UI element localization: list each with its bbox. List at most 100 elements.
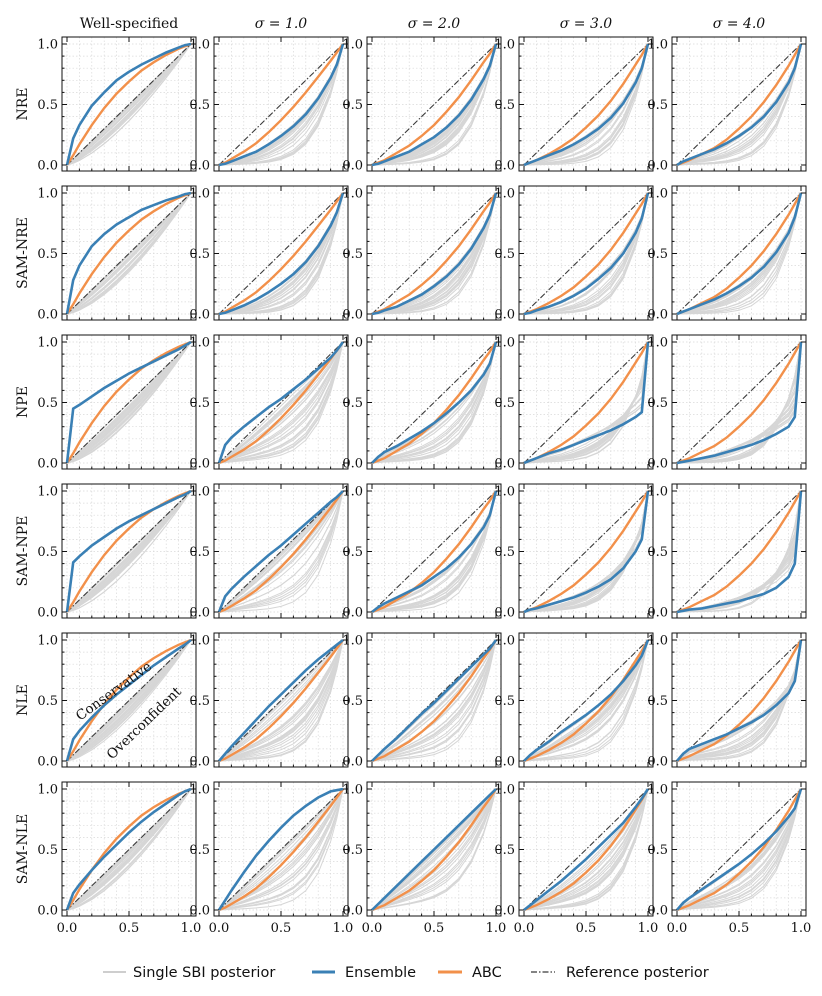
y-tick-label: 0.0 [494,904,515,919]
ensemble-curve [217,341,345,464]
single-sbi-curve [218,639,344,762]
y-tick-label: 1.0 [342,336,363,351]
single-sbi-curve [218,490,344,613]
single-sbi-curve [66,192,192,315]
x-tick-label: 0.5 [576,921,597,936]
single-sbi-curve [66,341,192,464]
reference-line [218,192,344,315]
single-sbi-curve [218,490,344,613]
reference-line [66,43,192,166]
row-label: SAM-NPE [15,516,31,587]
panel-5-2: 0.0 0.5 1.0 0.0 0.5 1.0 [342,781,506,936]
single-sbi-curve [66,341,192,464]
y-tick-label: 0.0 [647,606,668,621]
y-tick-label: 0.0 [37,904,58,919]
panel-0-4: 0.0 0.5 1.0 [647,36,807,174]
single-sbi-curve [66,490,192,613]
legend-label-ensemble: Ensemble [345,965,416,981]
ensemble-curve [676,192,803,316]
y-tick-label: 0.0 [647,308,668,323]
y-tick-label: 0.0 [647,159,668,174]
single-sbi-curve [218,639,344,762]
single-sbi-curve [218,341,344,464]
y-tick-label: 1.0 [647,38,668,53]
single-sbi-curve [218,490,344,613]
single-sbi-curve [218,788,344,911]
y-tick-label: 0.0 [342,159,363,174]
reference-line [523,341,649,464]
reference-line [218,490,344,613]
panel-4-2: 0.0 0.5 1.0 [342,632,502,770]
panel-4-3: 0.0 0.5 1.0 [494,632,654,770]
y-tick-label: 0.5 [189,396,210,411]
y-tick-label: 0.5 [189,247,210,262]
y-tick-label: 1.0 [494,485,515,500]
y-tick-label: 0.5 [647,247,668,262]
single-sbi-curve [66,43,192,166]
single-sbi-curve [523,490,649,613]
reference-line [523,43,649,166]
single-sbi-curve [371,788,497,911]
y-tick-label: 0.5 [189,694,210,709]
legend: Single SBI posterior Ensemble ABC Refere… [103,965,709,981]
single-sbi-curve [66,192,192,315]
single-sbi-curve [218,788,344,911]
y-tick-label: 0.0 [189,159,210,174]
y-tick-label: 1.0 [189,336,210,351]
single-sbi-curve [676,43,802,166]
abc-curve [218,639,344,763]
panel-4-1: 0.0 0.5 1.0 [189,632,349,770]
ensemble-curve [65,489,192,613]
y-tick-label: 0.0 [37,308,58,323]
single-sbi-curve [371,43,497,166]
y-tick-label: 1.0 [494,336,515,351]
single-sbi-curve [371,788,497,911]
single-sbi-curve [523,43,649,166]
single-sbi-curve [218,490,344,613]
y-tick-label: 0.5 [494,545,515,560]
panel-0-3: 0.0 0.5 1.0 [494,36,654,174]
single-sbi-curve [371,490,497,613]
panel-5-0: 0.0 0.5 1.0 0.0 0.5 1.0 [37,781,201,936]
abc-curve [371,788,498,912]
row-label: NPE [15,386,31,418]
panel-0-0: 0.0 0.5 1.0 [37,36,197,174]
y-tick-label: 1.0 [647,187,668,202]
ensemble-curve [371,43,498,167]
y-tick-label: 1.0 [189,783,210,798]
y-tick-label: 0.5 [37,545,58,560]
y-tick-label: 0.0 [494,308,515,323]
single-sbi-curve [371,788,497,911]
x-tick-label: 1.0 [333,921,354,936]
x-tick-label: 0.0 [362,921,383,936]
reference-line [218,341,344,464]
row-label: SAM-NLE [15,814,31,885]
column-title: σ = 4.0 [713,16,766,32]
ensemble-curve [676,341,803,465]
y-tick-label: 1.0 [37,634,58,649]
ensemble-curve [371,192,498,316]
y-tick-label: 0.5 [342,694,363,709]
panel-1-2: 0.0 0.5 1.0 [342,185,502,323]
y-tick-label: 0.0 [342,308,363,323]
single-sbi-curve [371,341,497,464]
single-sbi-curve [218,788,344,911]
reference-line [676,341,802,464]
y-tick-label: 1.0 [37,485,58,500]
y-tick-label: 0.5 [494,247,515,262]
single-sbi-curve [66,43,192,166]
reference-line [218,788,344,911]
ensemble-curve [371,341,498,464]
single-sbi-curve [371,639,497,762]
single-sbi-curve [676,192,802,315]
y-tick-label: 0.5 [342,843,363,858]
single-sbi-curve [523,639,649,762]
y-tick-label: 0.0 [494,457,515,472]
row-label: NRE [15,87,31,120]
y-tick-label: 1.0 [342,38,363,53]
single-sbi-curve [66,490,192,613]
y-tick-label: 0.0 [37,755,58,770]
ensemble-curve [218,192,345,316]
abc-curve [218,788,344,912]
